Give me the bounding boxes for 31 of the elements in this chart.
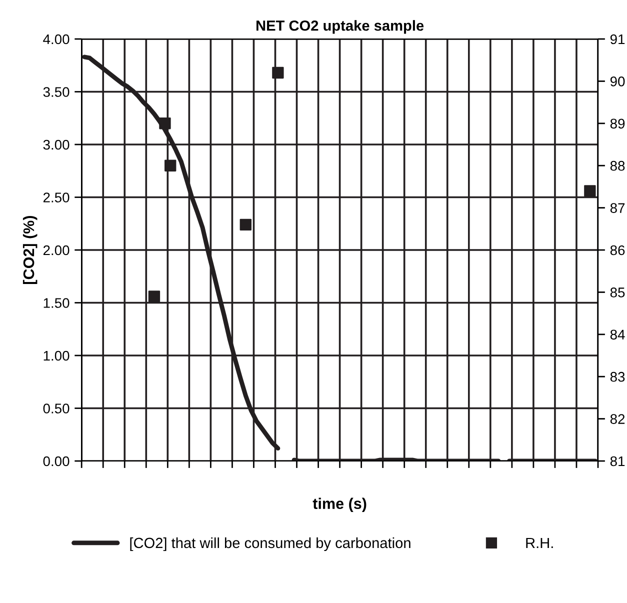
point [240,218,252,231]
point [148,290,160,302]
y2-tick-label: 88 [610,160,625,171]
y2-tick-label: 81 [610,456,625,466]
legend-label: [CO2] that will be consumed by carbonation [130,537,410,552]
y-tick-label: 3.00 [43,140,70,150]
y-axis-title: [CO2] (%) [22,216,38,284]
y2-tick-label: 84 [610,330,625,340]
y-tick-label: 3.50 [43,87,70,97]
y2-tick-label: 87 [610,203,625,213]
y-tick-label: 4.00 [43,34,70,44]
y-tick-label: 1.00 [44,350,70,361]
x-axis-title: time (s) [312,498,366,512]
y2-tick-label: 82 [610,414,625,424]
y-tick-label: 2.50 [43,192,70,202]
y-tick-label: 0.00 [43,456,70,466]
chart-title: NET CO2 uptake sample [256,20,424,34]
y-tick-label: 1.50 [44,298,70,308]
point [164,160,176,172]
y2-tick-label: 89 [610,118,625,129]
point [584,185,596,197]
point [272,66,284,79]
legend-label: R.H. [526,538,553,548]
y2-tick-label: 83 [610,372,625,382]
y2-tick-label: 90 [610,76,625,86]
y2-tick-label: 86 [610,245,625,256]
y2-tick-label: 85 [610,288,625,298]
y2-tick-label: 91 [610,34,625,44]
y-tick-label: 2.00 [43,245,70,256]
point [159,118,171,130]
y-tick-label: 0.50 [43,404,70,414]
